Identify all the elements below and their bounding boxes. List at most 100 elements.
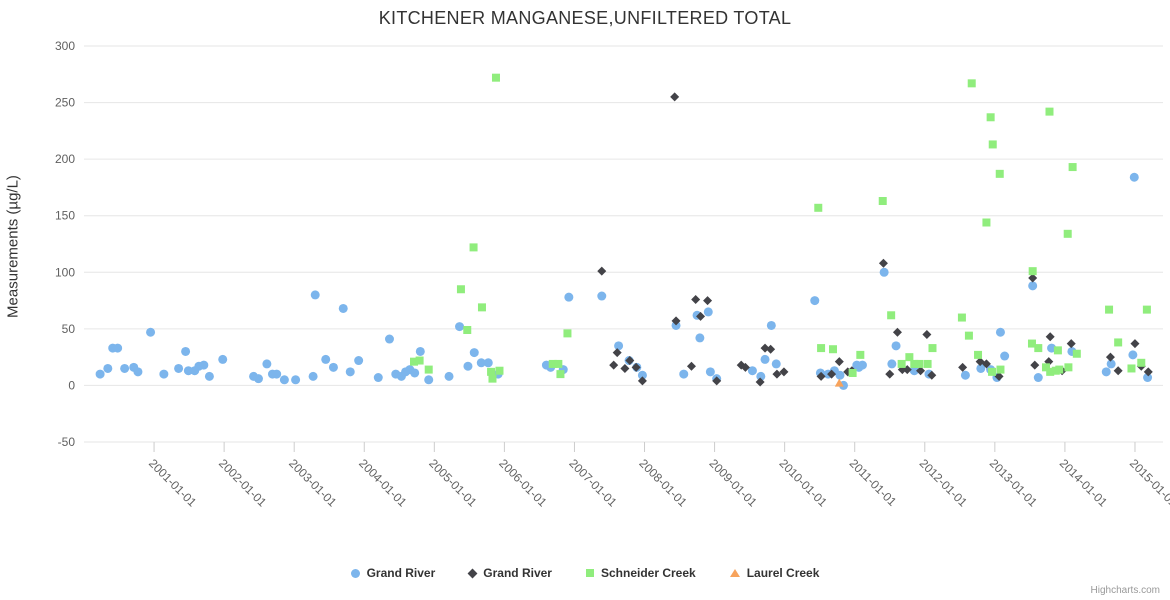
point-grand-river[interactable] (671, 316, 681, 326)
point-schneider-creek[interactable] (928, 344, 937, 353)
point-grand-river[interactable] (483, 358, 493, 368)
point-grand-river[interactable] (755, 377, 765, 387)
point-schneider-creek[interactable] (488, 374, 497, 383)
point-grand-river[interactable] (695, 333, 705, 343)
point-schneider-creek[interactable] (964, 331, 973, 340)
point-grand-river[interactable] (204, 371, 214, 381)
point-grand-river[interactable] (597, 266, 607, 276)
point-schneider-creek[interactable] (1105, 305, 1114, 314)
point-schneider-creek[interactable] (1053, 346, 1062, 355)
point-grand-river[interactable] (612, 348, 622, 358)
point-grand-river[interactable] (927, 370, 937, 380)
point-grand-river[interactable] (810, 296, 820, 306)
point-grand-river[interactable] (1047, 343, 1057, 353)
point-grand-river[interactable] (181, 346, 191, 356)
point-grand-river[interactable] (597, 291, 607, 301)
point-grand-river[interactable] (887, 359, 897, 369)
legend-item-grand-river[interactable]: Grand River (467, 566, 552, 580)
point-grand-river[interactable] (103, 363, 113, 373)
point-grand-river[interactable] (891, 341, 901, 351)
point-schneider-creek[interactable] (1114, 338, 1123, 347)
point-grand-river[interactable] (1028, 273, 1038, 283)
point-grand-river[interactable] (463, 361, 473, 371)
point-grand-river[interactable] (1130, 339, 1140, 349)
point-grand-river[interactable] (756, 371, 766, 381)
point-schneider-creek[interactable] (828, 345, 837, 354)
point-grand-river[interactable] (679, 369, 689, 379)
point-grand-river[interactable] (1101, 367, 1111, 377)
point-grand-river[interactable] (958, 362, 968, 372)
point-grand-river[interactable] (981, 359, 991, 369)
point-grand-river[interactable] (310, 290, 320, 300)
point-schneider-creek[interactable] (477, 303, 486, 312)
point-schneider-creek[interactable] (410, 357, 419, 366)
point-grand-river[interactable] (321, 354, 331, 364)
point-schneider-creek[interactable] (1063, 229, 1072, 238)
point-grand-river[interactable] (766, 344, 776, 354)
point-grand-river[interactable] (146, 327, 156, 337)
point-schneider-creek[interactable] (915, 359, 924, 368)
point-grand-river[interactable] (705, 367, 715, 377)
point-grand-river[interactable] (878, 258, 888, 268)
point-schneider-creek[interactable] (988, 367, 997, 376)
point-grand-river[interactable] (712, 376, 722, 386)
point-schneider-creek[interactable] (487, 367, 496, 376)
point-grand-river[interactable] (272, 369, 282, 379)
point-schneider-creek[interactable] (1027, 339, 1036, 348)
point-schneider-creek[interactable] (887, 311, 896, 320)
point-schneider-creek[interactable] (456, 285, 465, 294)
point-schneider-creek[interactable] (1064, 363, 1073, 372)
point-schneider-creek[interactable] (1041, 363, 1050, 372)
point-schneider-creek[interactable] (996, 365, 1005, 374)
point-grand-river[interactable] (892, 327, 902, 337)
point-grand-river[interactable] (183, 366, 193, 376)
point-grand-river[interactable] (995, 327, 1005, 337)
point-grand-river[interactable] (703, 307, 713, 317)
point-grand-river[interactable] (373, 373, 383, 383)
point-schneider-creek[interactable] (1045, 107, 1054, 116)
point-grand-river[interactable] (625, 356, 635, 366)
point-grand-river[interactable] (771, 359, 781, 369)
point-grand-river[interactable] (879, 267, 889, 277)
point-grand-river[interactable] (614, 341, 624, 351)
point-grand-river[interactable] (994, 371, 1004, 381)
point-grand-river[interactable] (328, 362, 338, 372)
point-grand-river[interactable] (670, 92, 680, 102)
point-grand-river[interactable] (120, 363, 130, 373)
point-grand-river[interactable] (1066, 339, 1076, 349)
point-schneider-creek[interactable] (469, 243, 478, 252)
point-schneider-creek[interactable] (1137, 358, 1146, 367)
point-grand-river[interactable] (291, 375, 301, 385)
legend-item-schneider-creek[interactable]: Schneider Creek (585, 566, 696, 580)
point-schneider-creek[interactable] (1072, 349, 1081, 358)
point-grand-river[interactable] (1106, 359, 1116, 369)
point-schneider-creek[interactable] (814, 203, 823, 212)
point-grand-river[interactable] (740, 362, 750, 372)
point-schneider-creek[interactable] (556, 370, 565, 379)
point-grand-river[interactable] (816, 371, 826, 381)
point-schneider-creek[interactable] (897, 359, 906, 368)
point-schneider-creek[interactable] (905, 353, 914, 362)
point-grand-river[interactable] (424, 375, 434, 385)
point-schneider-creek[interactable] (563, 329, 572, 338)
point-grand-river[interactable] (1129, 172, 1139, 182)
point-grand-river[interactable] (338, 303, 348, 313)
point-schneider-creek[interactable] (982, 218, 991, 227)
point-schneider-creek[interactable] (988, 140, 997, 149)
point-grand-river[interactable] (1045, 332, 1055, 342)
point-grand-river[interactable] (1000, 351, 1010, 361)
point-grand-river[interactable] (827, 369, 837, 379)
point-grand-river[interactable] (772, 369, 782, 379)
point-grand-river[interactable] (1033, 373, 1043, 383)
point-grand-river[interactable] (384, 334, 394, 344)
point-laurel-creek[interactable] (834, 378, 844, 387)
point-grand-river[interactable] (696, 311, 706, 321)
point-grand-river[interactable] (686, 361, 696, 371)
point-schneider-creek[interactable] (856, 350, 865, 359)
point-grand-river[interactable] (916, 366, 926, 376)
point-schneider-creek[interactable] (923, 359, 932, 368)
point-grand-river[interactable] (885, 369, 895, 379)
point-grand-river[interactable] (779, 367, 789, 377)
point-schneider-creek[interactable] (1034, 344, 1043, 353)
point-schneider-creek[interactable] (848, 368, 857, 377)
